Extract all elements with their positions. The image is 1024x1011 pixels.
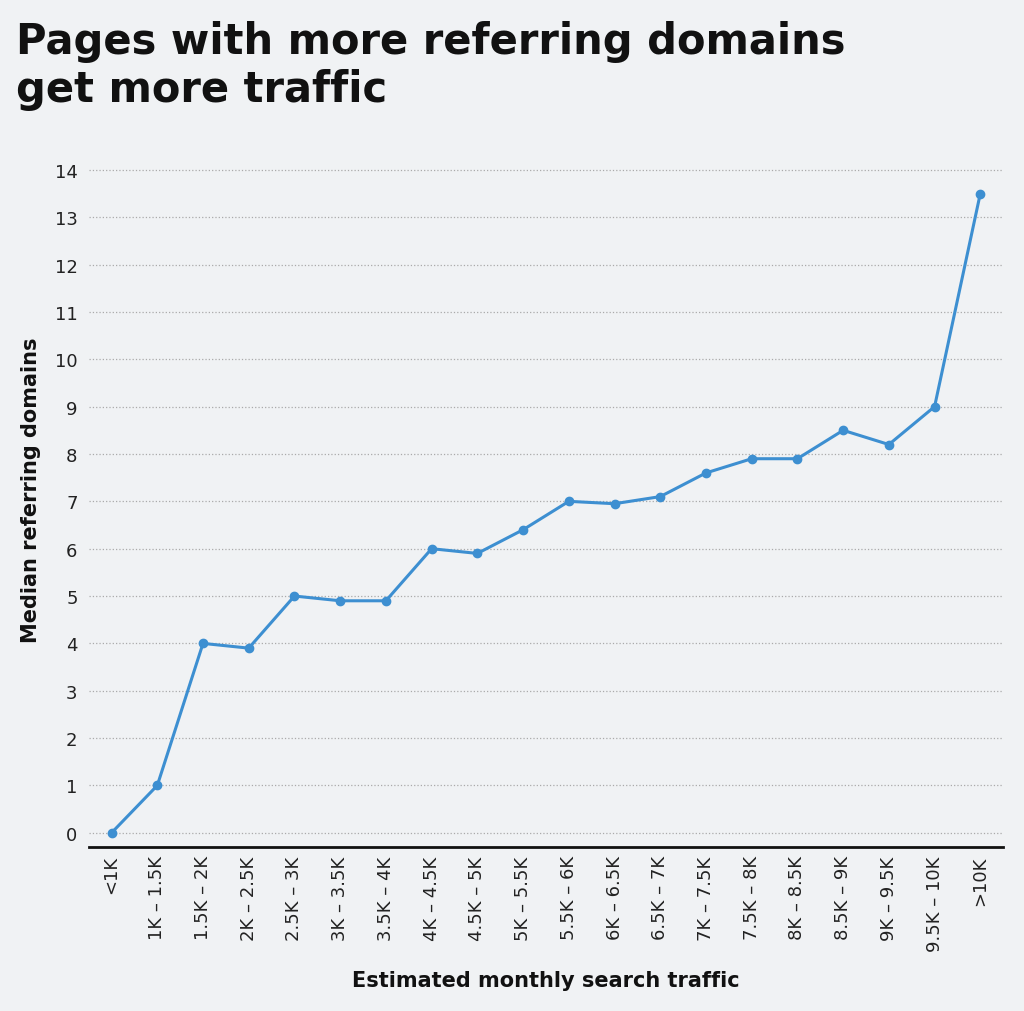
- Y-axis label: Median referring domains: Median referring domains: [20, 338, 41, 643]
- Text: Pages with more referring domains
get more traffic: Pages with more referring domains get mo…: [15, 21, 845, 111]
- X-axis label: Estimated monthly search traffic: Estimated monthly search traffic: [352, 971, 739, 990]
